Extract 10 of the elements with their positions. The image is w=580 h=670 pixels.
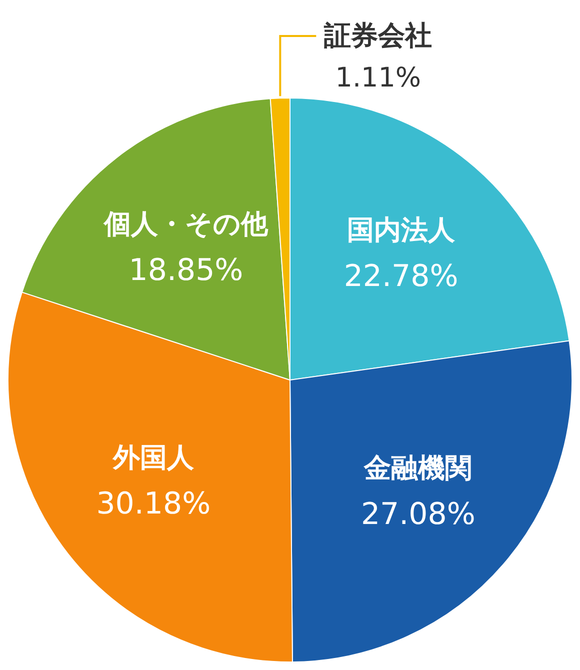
slice-label: 金融機関 (363, 452, 472, 484)
slice-label: 国内法人 (347, 214, 456, 246)
data-label: 30.18% (96, 486, 211, 522)
data-label: 1.11% (335, 62, 422, 94)
data-label: 22.78% (344, 258, 458, 294)
slice-label: 外国人 (112, 442, 195, 474)
data-label: 27.08% (360, 496, 476, 532)
slice-label: 個人・その他 (103, 209, 269, 240)
slice-label: 証券会社 (323, 20, 432, 52)
data-label: 18.85% (128, 253, 244, 288)
